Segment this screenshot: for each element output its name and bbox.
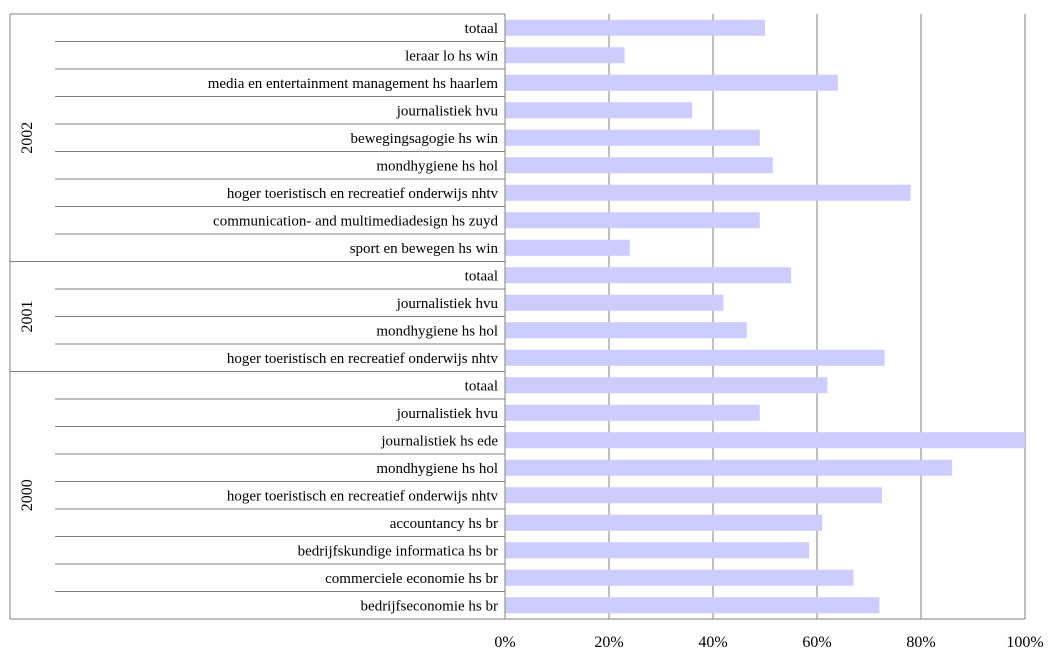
- bar-2000-7: [505, 569, 854, 586]
- category-label: hoger toeristisch en recreatief onderwij…: [227, 488, 499, 504]
- group-label-2001: 2001: [19, 301, 36, 333]
- bar-2001-2: [505, 322, 747, 339]
- x-tick-label: 40%: [698, 634, 727, 651]
- bar-2000-8: [505, 597, 880, 614]
- x-tick-label: 20%: [594, 634, 623, 651]
- category-label: commerciele economie hs br: [325, 571, 498, 587]
- bar-2001-1: [505, 294, 724, 311]
- category-label: totaal: [465, 21, 498, 37]
- bar-2002-1: [505, 47, 625, 64]
- category-label: totaal: [465, 378, 498, 394]
- category-label: sport en bewegen hs win: [350, 241, 499, 257]
- bar-2000-5: [505, 514, 823, 531]
- category-label: communication- and multimediadesign hs z…: [213, 213, 498, 229]
- category-label: media en entertainment management hs haa…: [208, 76, 499, 92]
- bar-2002-4: [505, 129, 760, 146]
- x-tick-label: 0%: [494, 634, 515, 651]
- category-label: hoger toeristisch en recreatief onderwij…: [227, 186, 499, 202]
- bar-2002-7: [505, 212, 760, 229]
- bar-2000-2: [505, 432, 1025, 449]
- category-label: hoger toeristisch en recreatief onderwij…: [227, 351, 499, 367]
- x-tick-label: 60%: [802, 634, 831, 651]
- bar-2000-1: [505, 404, 760, 421]
- group-label-2002: 2002: [19, 122, 36, 154]
- bar-2002-5: [505, 157, 773, 174]
- bar-2000-4: [505, 487, 882, 504]
- category-label: bewegingsagogie hs win: [351, 131, 499, 147]
- bar-2000-0: [505, 377, 828, 394]
- bar-2000-3: [505, 459, 953, 476]
- bar-2002-3: [505, 102, 693, 119]
- category-label: leraar lo hs win: [405, 48, 498, 64]
- axis-layer: 0% 20% 40% 60% 80% 100%: [9, 13, 1044, 651]
- bar-2002-6: [505, 184, 911, 201]
- category-label: journalistiek hvu: [396, 406, 499, 422]
- bar-2002-8: [505, 239, 630, 256]
- category-label: mondhygiene hs hol: [376, 461, 498, 477]
- category-label: mondhygiene hs hol: [376, 158, 498, 174]
- category-label: journalistiek hvu: [396, 296, 499, 312]
- bar-layer: [505, 19, 1025, 614]
- label-layer: totaal leraar lo hs win media en entertain…: [19, 21, 498, 615]
- category-label: totaal: [465, 268, 498, 284]
- bar-2001-0: [505, 267, 791, 284]
- bar-2002-0: [505, 19, 765, 36]
- category-label: bedrijfskundige informatica hs br: [298, 543, 498, 559]
- category-label: journalistiek hvu: [396, 103, 499, 119]
- group-label-2000: 2000: [19, 479, 36, 511]
- bar-2001-3: [505, 349, 885, 366]
- category-label: journalistiek hs ede: [380, 433, 498, 449]
- category-label: mondhygiene hs hol: [376, 323, 498, 339]
- x-tick-label: 80%: [906, 634, 935, 651]
- bar-2000-6: [505, 542, 810, 559]
- category-label: accountancy hs br: [390, 516, 498, 532]
- x-tick-label: 100%: [1006, 634, 1043, 651]
- category-label: bedrijfseconomie hs br: [361, 598, 498, 614]
- bar-2002-2: [505, 74, 838, 91]
